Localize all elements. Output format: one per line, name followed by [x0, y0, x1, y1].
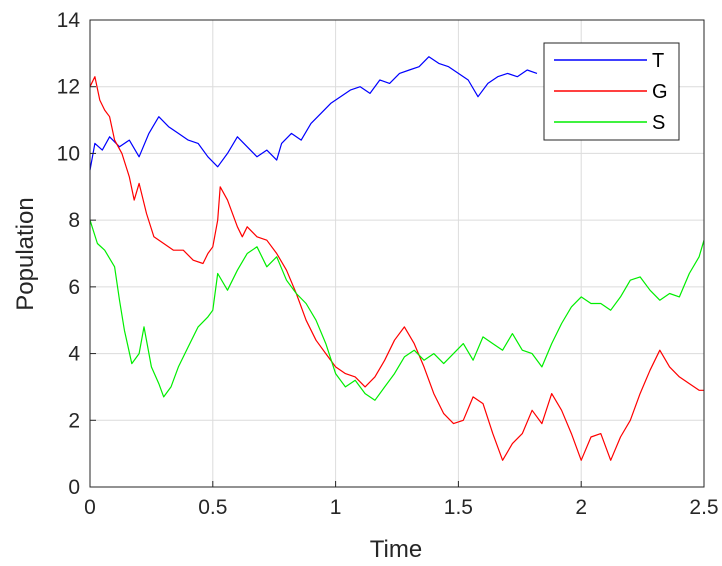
- y-tick-label: 6: [68, 276, 80, 299]
- y-tick-label: 14: [57, 9, 81, 32]
- series-line-T: [89, 56, 538, 171]
- x-tick-label: 1: [330, 496, 342, 519]
- y-tick-label: 0: [68, 476, 80, 499]
- y-tick-label: 2: [68, 409, 80, 432]
- series-line-S: [89, 219, 705, 401]
- x-tick-label: 0: [84, 496, 96, 519]
- y-tick-label: 8: [68, 209, 80, 232]
- x-tick-label: 2: [575, 496, 587, 519]
- series-line-G: [89, 76, 704, 461]
- y-tick-labels: 0 2 4 6 8 10 12 14: [57, 9, 96, 499]
- y-tick-label: 12: [57, 76, 80, 99]
- series-lines: [89, 56, 705, 461]
- y-tick-label: 10: [57, 142, 80, 165]
- x-tick-labels: 0 0.5 1 1.5 2 2.5: [84, 481, 719, 519]
- y-axis-label: Population: [12, 197, 39, 310]
- x-tick-label: 2.5: [689, 496, 718, 519]
- legend-label-S: S: [652, 112, 665, 134]
- x-tick-label: 1.5: [444, 496, 473, 519]
- legend-label-G: G: [652, 81, 668, 103]
- x-tick-label: 0.5: [198, 496, 227, 519]
- legend-label-T: T: [652, 50, 664, 72]
- x-axis-label: Time: [370, 536, 422, 563]
- y-tick-label: 4: [68, 343, 80, 366]
- legend: TGS: [543, 42, 680, 141]
- plot-frame: [89, 19, 705, 488]
